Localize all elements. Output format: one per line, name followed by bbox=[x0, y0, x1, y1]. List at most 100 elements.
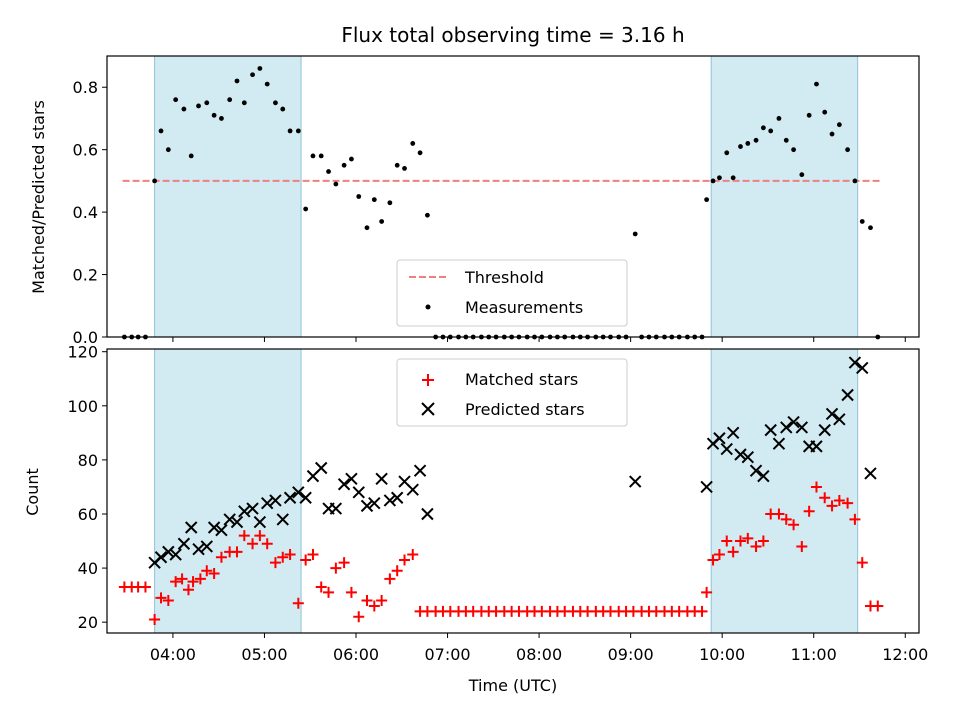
data-point bbox=[323, 586, 335, 598]
data-point bbox=[780, 421, 793, 434]
data-point bbox=[338, 557, 350, 569]
data-point bbox=[264, 81, 270, 87]
data-point bbox=[303, 206, 309, 212]
y-tick-label: 20 bbox=[78, 613, 98, 632]
data-point bbox=[852, 178, 858, 184]
bottom-legend-frame bbox=[396, 358, 628, 427]
data-point bbox=[629, 475, 642, 488]
data-point bbox=[730, 175, 736, 181]
data-point bbox=[204, 100, 210, 106]
data-point bbox=[868, 225, 873, 231]
series-predicted-stars bbox=[148, 356, 877, 569]
data-point bbox=[413, 464, 427, 477]
data-point bbox=[254, 530, 266, 542]
data-point bbox=[227, 97, 233, 103]
data-point bbox=[829, 131, 835, 137]
data-point bbox=[841, 388, 854, 402]
data-point bbox=[295, 128, 301, 134]
data-point bbox=[383, 494, 397, 507]
data-point bbox=[402, 166, 407, 171]
legend-marker-matched-stars bbox=[422, 374, 434, 386]
top-panel-frame bbox=[106, 55, 920, 338]
y-tick-label: 0.6 bbox=[73, 141, 98, 160]
data-point bbox=[710, 178, 716, 184]
data-point bbox=[745, 141, 751, 146]
legend-label-predicted-stars: Predicted stars bbox=[465, 400, 585, 419]
data-point bbox=[139, 581, 151, 593]
data-point bbox=[384, 573, 396, 585]
shaded-span-2 bbox=[710, 348, 859, 634]
data-point bbox=[215, 524, 228, 537]
data-point bbox=[379, 219, 385, 224]
x-tick-label: 07:00 bbox=[424, 645, 470, 664]
data-point bbox=[856, 557, 868, 569]
data-point bbox=[176, 573, 188, 585]
legend-label-matched-stars: Matched stars bbox=[465, 370, 578, 389]
data-point bbox=[194, 573, 206, 585]
data-point bbox=[707, 554, 719, 566]
data-point bbox=[780, 513, 792, 525]
data-point bbox=[734, 535, 746, 547]
data-point bbox=[717, 175, 722, 181]
data-point bbox=[738, 144, 743, 149]
data-point bbox=[390, 491, 404, 504]
data-point bbox=[632, 231, 638, 237]
data-point bbox=[162, 545, 175, 559]
shaded-span-1 bbox=[154, 348, 302, 634]
data-point bbox=[425, 212, 430, 218]
data-point bbox=[720, 442, 733, 456]
data-point bbox=[260, 496, 274, 510]
data-point bbox=[187, 576, 199, 588]
data-point bbox=[764, 423, 777, 437]
x-tick-label: 05:00 bbox=[241, 645, 287, 664]
data-point bbox=[341, 162, 347, 168]
top-legend-frame bbox=[396, 259, 628, 327]
data-point bbox=[356, 194, 362, 199]
data-point bbox=[273, 100, 278, 106]
data-point bbox=[326, 169, 331, 174]
data-point bbox=[155, 592, 167, 604]
bottom-panel: 20 40 60 80 100 120 04:00 05:00 06:00 07:00 08:00… bbox=[23, 343, 928, 695]
data-point bbox=[329, 502, 343, 515]
y-tick-label: 80 bbox=[78, 451, 98, 470]
data-point bbox=[757, 469, 770, 483]
data-point bbox=[292, 597, 304, 609]
data-point bbox=[836, 122, 842, 128]
data-point bbox=[375, 472, 388, 486]
data-point bbox=[368, 496, 381, 510]
data-point bbox=[165, 147, 171, 153]
data-point bbox=[701, 586, 713, 598]
data-point bbox=[315, 461, 328, 475]
data-point bbox=[810, 481, 822, 493]
data-point bbox=[337, 478, 351, 491]
data-point bbox=[795, 421, 809, 434]
data-point bbox=[803, 505, 815, 517]
data-point bbox=[287, 128, 293, 134]
data-point bbox=[822, 109, 828, 115]
data-point bbox=[410, 141, 416, 146]
data-point bbox=[299, 491, 312, 504]
data-point bbox=[417, 150, 423, 156]
data-point bbox=[773, 508, 785, 520]
bottom-panel-shading bbox=[154, 348, 859, 634]
data-point bbox=[345, 586, 357, 598]
data-point bbox=[230, 515, 244, 529]
data-point bbox=[223, 513, 236, 526]
data-point bbox=[181, 106, 187, 112]
data-point bbox=[231, 546, 243, 558]
data-point bbox=[345, 472, 358, 486]
data-point bbox=[700, 480, 713, 494]
data-point bbox=[310, 153, 316, 159]
data-point bbox=[825, 407, 839, 421]
data-point bbox=[196, 103, 201, 109]
data-point bbox=[276, 513, 289, 526]
data-point bbox=[721, 535, 733, 547]
x-tick-label: 08:00 bbox=[516, 645, 562, 664]
data-point bbox=[791, 147, 796, 153]
legend-label-measurements: Measurements bbox=[465, 298, 583, 317]
data-point bbox=[387, 200, 393, 206]
data-point bbox=[253, 515, 267, 529]
legend-marker-predicted-stars bbox=[421, 402, 435, 416]
data-point bbox=[750, 540, 762, 552]
